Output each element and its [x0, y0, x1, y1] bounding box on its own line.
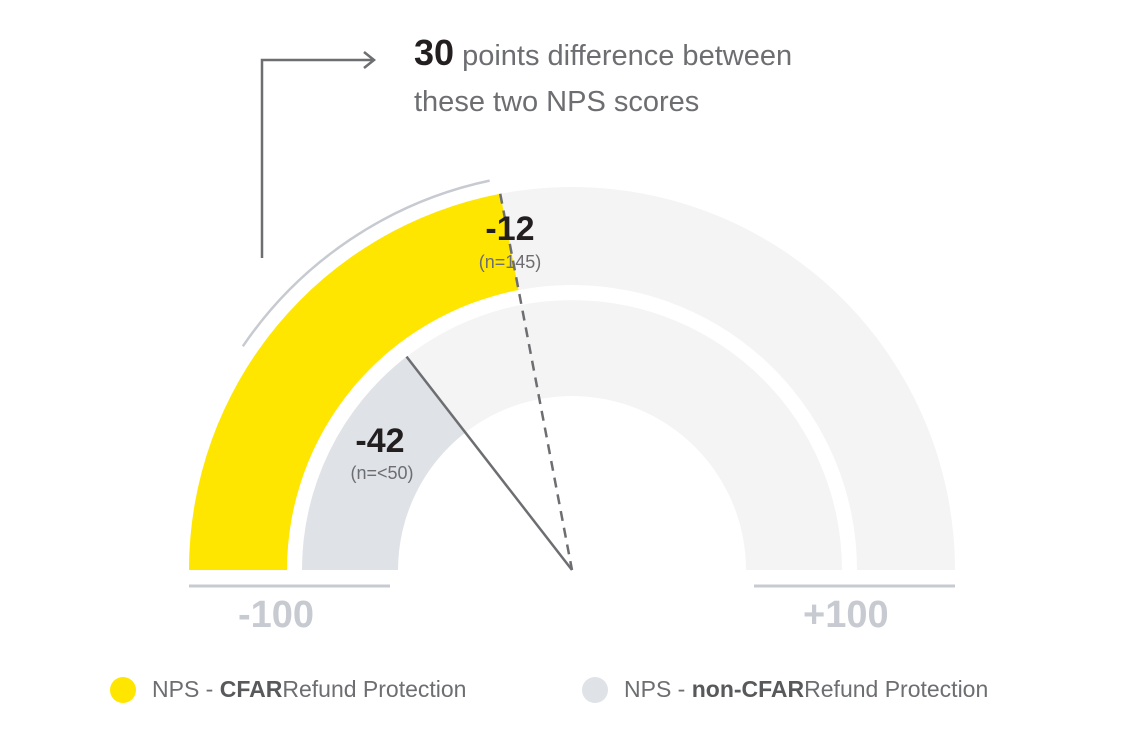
axis-max-label: +100	[803, 594, 889, 636]
gauge-value-outer	[189, 193, 519, 570]
legend-suffix: Refund Protection	[804, 676, 989, 702]
cfar-n-label: (n=145)	[478, 252, 542, 272]
headline-line2: these two NPS scores	[414, 86, 700, 118]
noncfar-n-label: (n=<50)	[350, 463, 414, 483]
cfar-pointer-line	[499, 193, 574, 571]
headline: 30 points difference between these two N…	[414, 30, 874, 125]
legend-swatch-noncfar	[582, 676, 608, 703]
legend-suffix: Refund Protection	[282, 676, 467, 702]
headline-number: 30	[414, 32, 455, 73]
axis-min-label: -100	[238, 594, 315, 636]
legend-prefix: NPS -	[152, 676, 214, 702]
callout-connector	[260, 58, 372, 258]
cfar-value-label: -12	[485, 210, 535, 248]
headline-line1: points difference between	[454, 40, 793, 72]
legend-bold: CFAR	[219, 676, 283, 702]
difference-bracket-arc	[241, 179, 490, 347]
noncfar-pointer-line	[405, 355, 573, 571]
legend-swatch-cfar	[110, 676, 136, 703]
legend-item-cfar: NPS - CFAR Refund Protection	[110, 676, 466, 703]
noncfar-value-label: -42	[355, 422, 405, 460]
legend-bold: non-CFAR	[691, 676, 805, 702]
legend-item-noncfar: NPS - non-CFAR Refund Protection	[582, 676, 988, 703]
gauge-track-inner	[302, 300, 842, 570]
arrow-right-icon	[363, 51, 377, 69]
legend-prefix: NPS -	[624, 676, 686, 702]
gauge-value-inner	[302, 356, 466, 570]
